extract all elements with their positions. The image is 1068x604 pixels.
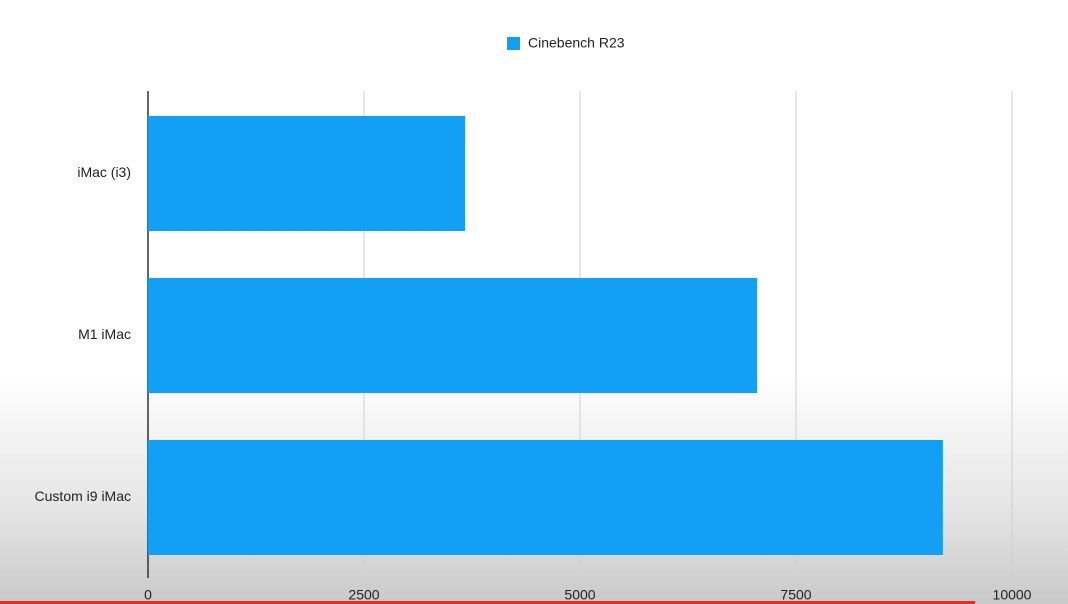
- x-tick-label: 0: [144, 587, 152, 603]
- legend-swatch: [507, 37, 520, 50]
- x-tick-label: 2500: [348, 587, 379, 603]
- x-tick-label: 7500: [780, 587, 811, 603]
- legend-label: Cinebench R23: [528, 35, 625, 51]
- y-tick-label: iMac (i3): [77, 164, 131, 180]
- y-tick-label: M1 iMac: [78, 326, 131, 342]
- x-tick-label: 5000: [564, 587, 595, 603]
- y-tick-label: Custom i9 iMac: [35, 488, 131, 504]
- bar: [148, 278, 758, 393]
- x-tick-label: 10000: [993, 587, 1032, 603]
- bar: [148, 116, 466, 231]
- video-progress-bar: [0, 601, 975, 604]
- bar: [148, 440, 943, 555]
